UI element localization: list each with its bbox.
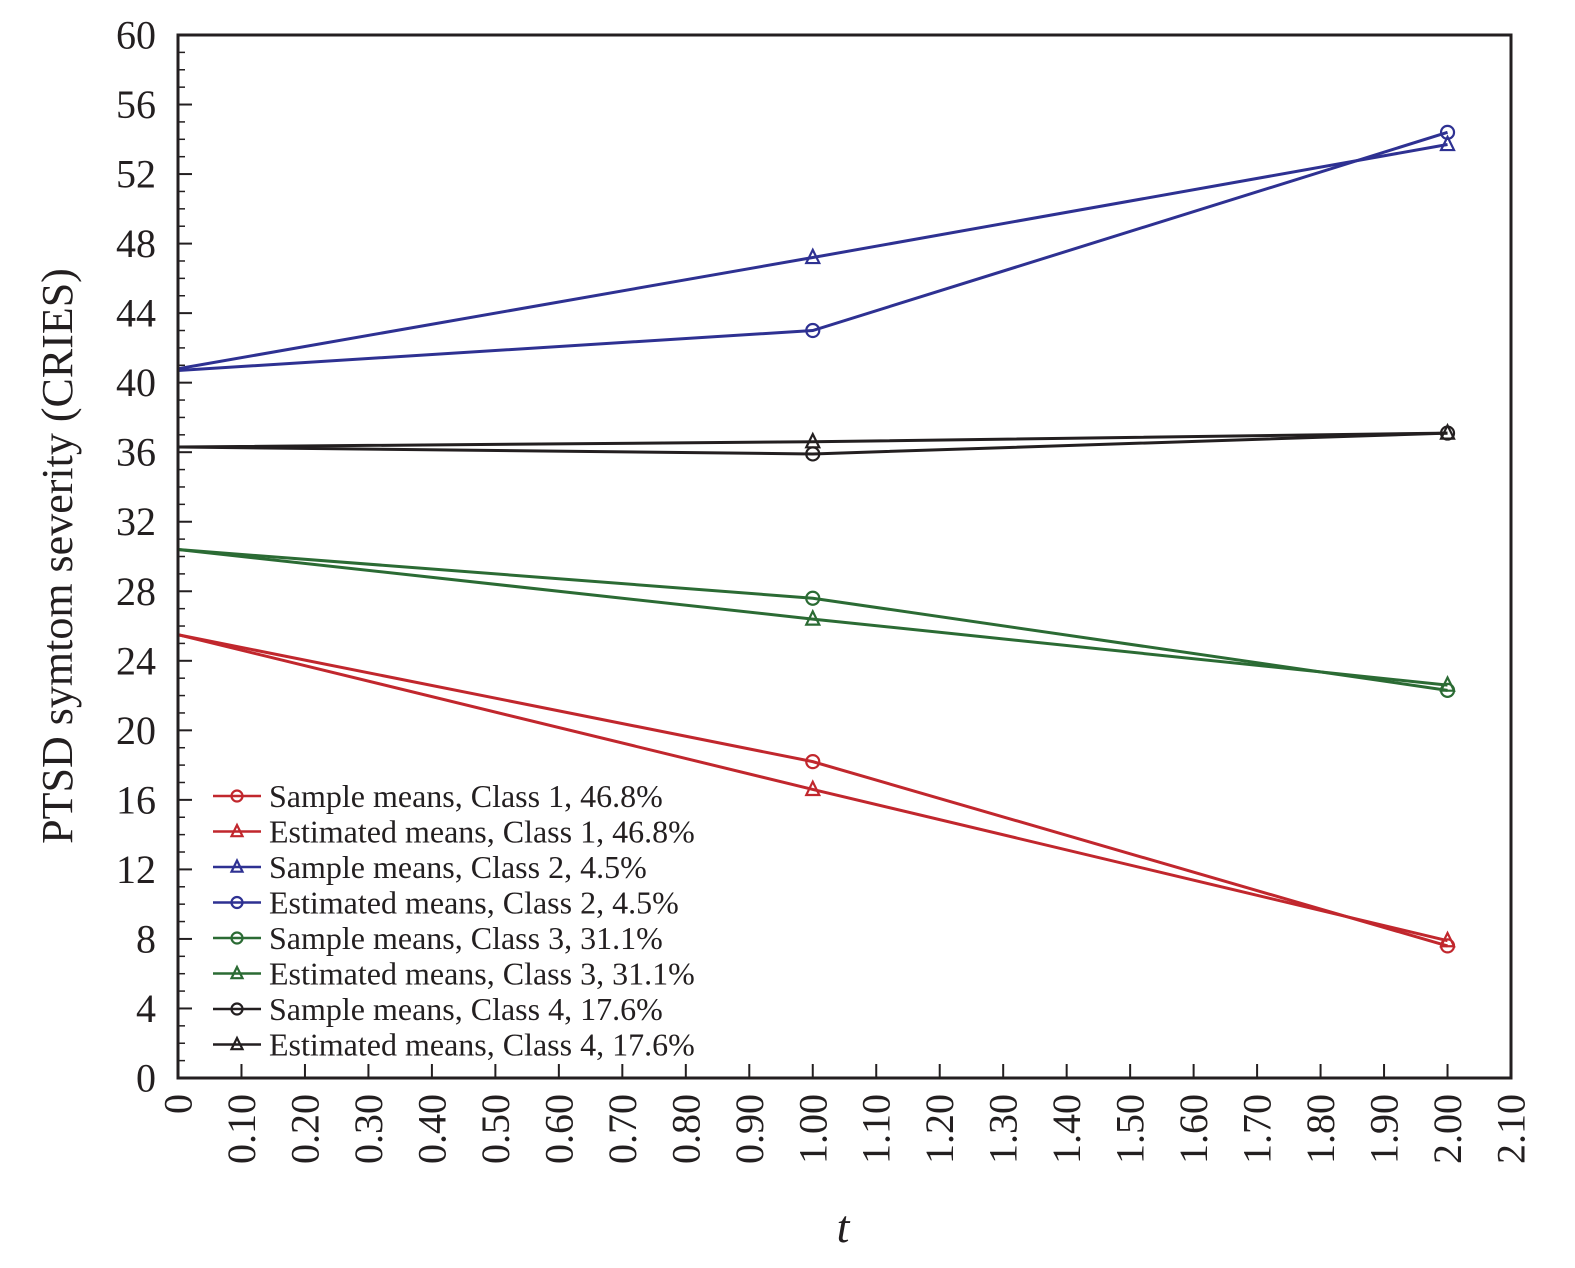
- data-point: [805, 590, 821, 606]
- series-line: [177, 633, 1448, 943]
- y-tick-label: 16: [116, 777, 156, 822]
- plot-frame: [176, 33, 1513, 1080]
- series-line: [177, 130, 1448, 372]
- legend-label: Sample means, Class 2, 4.5%: [269, 849, 647, 885]
- legend-entry: Sample means, Class 4, 17.6%: [213, 991, 663, 1027]
- x-tick-label: 0.70: [600, 1094, 645, 1164]
- legend-marker: [229, 822, 245, 838]
- series-line: [177, 431, 1448, 456]
- y-tick-label: 32: [116, 499, 156, 544]
- legend: Sample means, Class 1, 46.8%Estimated me…: [213, 778, 695, 1063]
- series-7: [177, 425, 1456, 462]
- x-tick-label: 0.90: [727, 1094, 772, 1164]
- x-tick-label: 1.80: [1298, 1094, 1343, 1164]
- x-tick-label: 2.00: [1425, 1094, 1470, 1164]
- data-point: [804, 779, 822, 797]
- x-tick-label: 0: [156, 1094, 201, 1114]
- x-tick-label: 0.40: [409, 1094, 454, 1164]
- legend-label: Sample means, Class 4, 17.6%: [269, 991, 663, 1027]
- y-tick-label: 40: [116, 360, 156, 405]
- legend-entry: Sample means, Class 1, 46.8%: [213, 778, 663, 814]
- y-tick-label: 8: [136, 916, 156, 961]
- legend-entry: Sample means, Class 3, 31.1%: [213, 920, 663, 956]
- data-point: [1439, 124, 1456, 140]
- legend-marker: [229, 858, 245, 873]
- legend-label: Estimated means, Class 4, 17.6%: [269, 1027, 695, 1063]
- data-point: [804, 247, 822, 265]
- x-tick-label: 1.00: [790, 1094, 835, 1164]
- x-tick-label: 0.10: [219, 1094, 264, 1164]
- series-line: [177, 431, 1448, 449]
- series-line: [177, 548, 1448, 687]
- y-tick-label: 48: [116, 221, 156, 266]
- x-tick-label: 1.10: [854, 1094, 899, 1164]
- x-tick-label: 0.20: [282, 1094, 327, 1164]
- y-tick-label: 4: [136, 986, 156, 1031]
- series-8: [177, 422, 1456, 449]
- legend-label: Estimated means, Class 3, 31.1%: [269, 956, 695, 992]
- legend-label: Sample means, Class 3, 31.1%: [269, 920, 663, 956]
- y-tick-label: 12: [116, 847, 156, 892]
- legend-label: Sample means, Class 1, 46.8%: [269, 778, 663, 814]
- x-tick-label: 1.20: [917, 1094, 962, 1164]
- legend-label: Estimated means, Class 2, 4.5%: [269, 885, 679, 921]
- x-tick-label: 0.50: [473, 1094, 518, 1164]
- x-tick-label: 1.40: [1044, 1094, 1089, 1164]
- x-tick-label: 0.30: [346, 1094, 391, 1164]
- data-point: [805, 754, 821, 770]
- x-tick-label: 1.70: [1235, 1094, 1280, 1164]
- data-point: [804, 431, 822, 449]
- y-tick-label: 28: [116, 569, 156, 614]
- y-tick-label: 24: [116, 638, 156, 683]
- x-tick-label: 0.60: [536, 1094, 581, 1164]
- x-tick-label: 1.50: [1108, 1094, 1153, 1164]
- x-axis-label: t: [837, 1201, 851, 1252]
- series-3: [177, 134, 1456, 371]
- legend-marker: [229, 964, 245, 980]
- data-point: [805, 322, 821, 339]
- x-tick-label: 2.10: [1489, 1094, 1534, 1164]
- y-tick-label: 20: [116, 708, 156, 753]
- legend-entry: Estimated means, Class 3, 31.1%: [213, 956, 695, 992]
- legend-label: Estimated means, Class 1, 46.8%: [269, 814, 695, 850]
- series-line: [177, 548, 1448, 692]
- x-axis: 0 0.10 0.20 0.30 0.40 0.50 0.60 0.70 0.80 0.90 1.0…: [156, 1064, 1534, 1164]
- data-point: [1439, 930, 1456, 948]
- legend-entry: Estimated means, Class 4, 17.6%: [213, 1027, 695, 1063]
- legend-marker: [230, 931, 244, 945]
- series-4: [177, 124, 1456, 372]
- y-tick-label: 60: [116, 13, 156, 58]
- data-point: [1439, 674, 1456, 692]
- y-tick-label: 36: [116, 430, 156, 475]
- y-tick-label: 44: [116, 291, 156, 336]
- x-tick-label: 1.60: [1171, 1094, 1216, 1164]
- series-line: [177, 633, 1448, 948]
- legend-marker: [230, 789, 244, 803]
- legend-marker: [229, 1035, 245, 1051]
- x-tick-label: 0.80: [663, 1094, 708, 1164]
- series-line: [177, 143, 1448, 371]
- legend-entry: Estimated means, Class 2, 4.5%: [213, 885, 679, 921]
- y-tick-label: 0: [136, 1056, 156, 1101]
- legend-marker: [230, 1002, 244, 1016]
- data-point: [1439, 422, 1456, 440]
- y-tick-label: 56: [116, 82, 156, 127]
- x-tick-label: 1.30: [981, 1094, 1026, 1164]
- legend-entry: Estimated means, Class 1, 46.8%: [213, 814, 695, 850]
- y-axis-label: PTSD symtom severity (CRIES): [33, 268, 82, 844]
- series-6: [177, 548, 1456, 692]
- y-tick-label: 52: [116, 152, 156, 197]
- x-tick-label: 1.90: [1362, 1094, 1407, 1164]
- series-2: [177, 633, 1456, 948]
- data-point: [804, 608, 822, 626]
- data-point: [1439, 134, 1456, 152]
- legend-marker: [230, 895, 244, 910]
- legend-entry: Sample means, Class 2, 4.5%: [213, 849, 647, 885]
- series-layer: [177, 124, 1456, 954]
